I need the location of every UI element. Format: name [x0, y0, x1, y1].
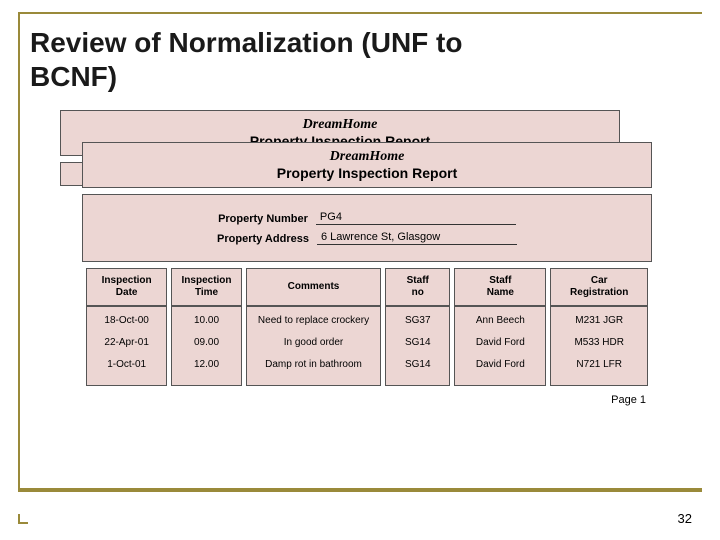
meta-panel: Property Number PG4 Property Address 6 L…: [82, 194, 652, 262]
column-header: StaffName: [454, 268, 546, 306]
property-number-value: PG4: [316, 211, 516, 225]
cell-value: David Ford: [459, 337, 541, 349]
cell-value: 1-Oct-01: [91, 359, 162, 371]
property-number-row: Property Number PG4: [95, 211, 639, 225]
column-header: Staffno: [385, 268, 450, 306]
property-address-value: 6 Lawrence St, Glasgow: [317, 231, 517, 245]
cell-value: Need to replace crockery: [251, 315, 377, 327]
property-address-label: Property Address: [217, 233, 309, 245]
behind-brand: DreamHome: [69, 117, 611, 133]
column-header: InspectionDate: [86, 268, 167, 306]
cell-value: Damp rot in bathroom: [251, 359, 377, 371]
title-line-2: BCNF): [30, 61, 117, 92]
front-header-panel: DreamHome Property Inspection Report: [82, 142, 652, 188]
column-header: CarRegistration: [550, 268, 648, 306]
reports-area: DreamHome Property Inspection Report Dre…: [60, 110, 660, 480]
decorative-corner: [18, 514, 28, 524]
table-header-row: InspectionDateInspectionTimeCommentsStaf…: [86, 268, 648, 306]
property-number-label: Property Number: [218, 213, 308, 225]
inspection-table: InspectionDateInspectionTimeCommentsStaf…: [82, 268, 652, 386]
cell-value: N721 LFR: [555, 359, 643, 371]
table-row: 18-Oct-00 22-Apr-01 1-Oct-01 10.00 09.00 12.…: [86, 306, 648, 386]
page-number: Page 1: [611, 394, 646, 406]
cell-value: M231 JGR: [555, 315, 643, 327]
cell-value: M533 HDR: [555, 337, 643, 349]
front-brand: DreamHome: [91, 149, 643, 165]
cell-value: 18-Oct-00: [91, 315, 162, 327]
bottom-rule: [18, 488, 702, 492]
cell-value: 22-Apr-01: [91, 337, 162, 349]
front-title: Property Inspection Report: [91, 165, 643, 181]
cell-value: In good order: [251, 337, 377, 349]
column-header: Comments: [246, 268, 382, 306]
title-line-1: Review of Normalization (UNF to: [30, 27, 462, 58]
cell-value: David Ford: [459, 359, 541, 371]
report-front: DreamHome Property Inspection Report Pro…: [82, 142, 652, 386]
cell-value: 12.00: [176, 359, 236, 371]
slide-title: Review of Normalization (UNF to BCNF): [30, 22, 670, 97]
column-header: InspectionTime: [171, 268, 241, 306]
cell-value: Ann Beech: [459, 315, 541, 327]
cell-value: SG14: [390, 337, 445, 349]
cell-value: SG37: [390, 315, 445, 327]
property-address-row: Property Address 6 Lawrence St, Glasgow: [95, 231, 639, 245]
cell-value: SG14: [390, 359, 445, 371]
slide-number: 32: [678, 511, 692, 526]
cell-value: 09.00: [176, 337, 236, 349]
cell-value: 10.00: [176, 315, 236, 327]
